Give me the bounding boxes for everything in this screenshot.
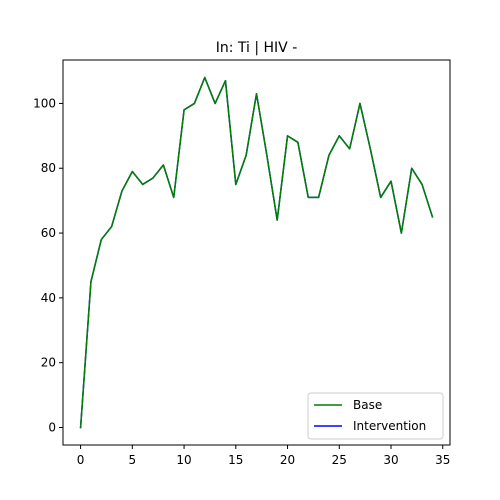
legend: Base Intervention — [307, 392, 444, 440]
x-tick-label: 15 — [228, 453, 243, 467]
chart-title: In: Ti | HIV - — [216, 40, 298, 56]
x-tick-label: 35 — [435, 453, 450, 467]
y-tick-label: 100 — [33, 96, 56, 110]
series-line-base — [79, 76, 434, 429]
x-tick-label: 30 — [383, 453, 398, 467]
axes-layer: 0 5 10 15 20 25 30 35 0 20 40 60 80 100 — [33, 59, 451, 467]
x-tick-label: 25 — [332, 453, 347, 467]
x-tick-label: 5 — [129, 453, 137, 467]
legend-label-base: Base — [353, 398, 382, 412]
y-tick-label: 20 — [41, 356, 56, 370]
y-tick-label: 0 — [48, 421, 56, 435]
series-layer — [79, 76, 434, 429]
legend-label-intervention: Intervention — [353, 419, 426, 433]
y-tick-label: 40 — [41, 291, 56, 305]
plot-frame — [62, 59, 451, 446]
y-tick-label: 80 — [41, 161, 56, 175]
y-tick-label: 60 — [41, 226, 56, 240]
x-tick-label: 0 — [77, 453, 85, 467]
x-tick-label: 10 — [176, 453, 191, 467]
series-line-intervention — [79, 76, 434, 429]
x-tick-label: 20 — [280, 453, 295, 467]
